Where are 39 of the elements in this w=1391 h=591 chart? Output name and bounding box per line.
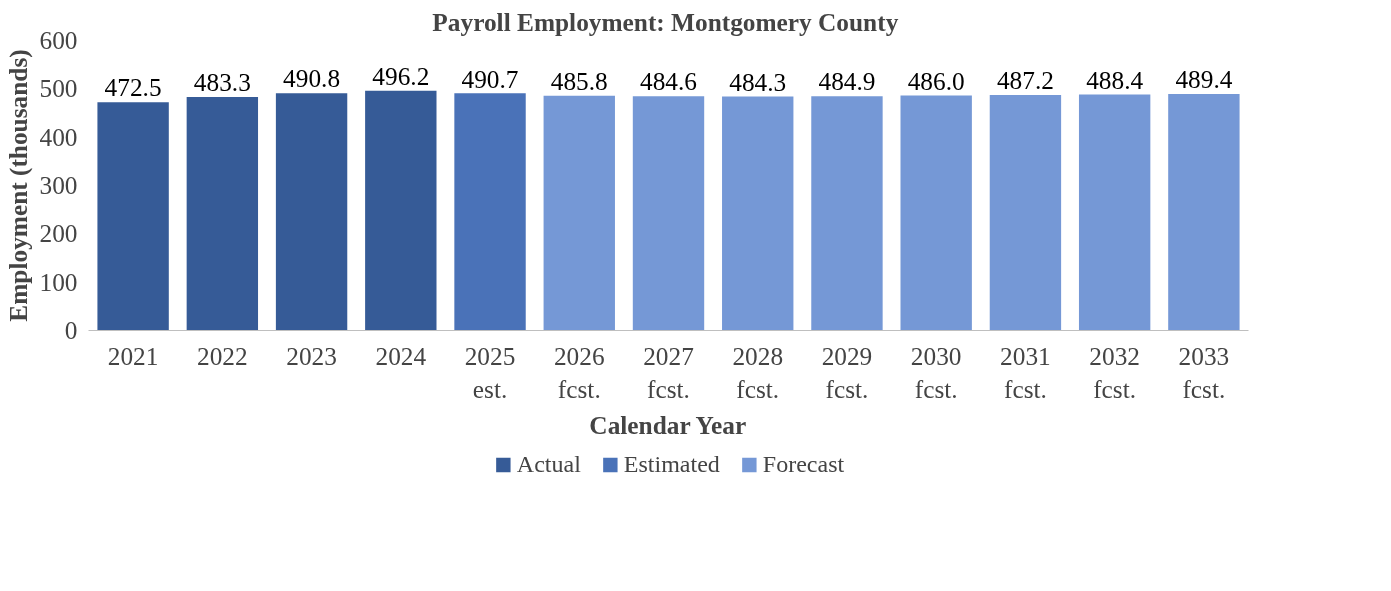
- text: 490.7: [461, 64, 519, 93]
- text: 484.3: [729, 67, 787, 96]
- x-tick-label: 2030 fcst.: [910, 341, 962, 404]
- legend-label: Actual: [516, 450, 581, 478]
- legend-label: Forecast: [762, 450, 845, 478]
- y-axis-title: Employment (thousands): [3, 49, 33, 322]
- text: 485.8: [550, 66, 608, 95]
- legend-label: Estimated: [623, 450, 720, 478]
- chart-title: Payroll Employment: Montgomery County: [432, 7, 899, 36]
- y-tick-label: 200: [39, 219, 78, 248]
- x-tick-label: 2022: [197, 341, 248, 370]
- x-tick-label: 2021: [107, 341, 159, 370]
- text: 486.0: [907, 66, 965, 95]
- text: 488.4: [1086, 65, 1144, 94]
- x-tick-label: 2033 fcst.: [1178, 341, 1230, 404]
- text: 489.4: [1175, 65, 1233, 94]
- text: 487.2: [996, 66, 1054, 95]
- y-tick-label: 0: [64, 316, 78, 344]
- y-tick-label: 600: [39, 26, 78, 54]
- y-tick-label: 100: [39, 267, 78, 296]
- x-tick-label: 2025 est.: [464, 341, 516, 404]
- y-tick-label: 300: [39, 171, 78, 199]
- x-tick-label: 2031 fcst.: [1000, 341, 1051, 404]
- text: 496.2: [372, 61, 430, 90]
- text: 490.8: [283, 64, 341, 93]
- text: 472.5: [104, 73, 162, 102]
- y-tick-label: 400: [39, 122, 78, 151]
- text: 484.6: [640, 67, 698, 96]
- x-tick-label: 2026 fcst.: [553, 341, 605, 404]
- x-tick-label: 2029 fcst.: [821, 341, 873, 404]
- x-tick-label: 2032 fcst.: [1089, 341, 1140, 404]
- x-tick-label: 2024: [375, 341, 427, 370]
- x-tick-label: 2023: [286, 341, 337, 370]
- x-axis-title: Calendar Year: [589, 411, 747, 440]
- x-tick-label: 2028 fcst.: [732, 341, 784, 404]
- y-tick-label: 500: [39, 74, 78, 103]
- text: 484.9: [818, 67, 876, 96]
- text: 483.3: [193, 68, 251, 97]
- x-tick-label: 2027 fcst.: [643, 341, 694, 404]
